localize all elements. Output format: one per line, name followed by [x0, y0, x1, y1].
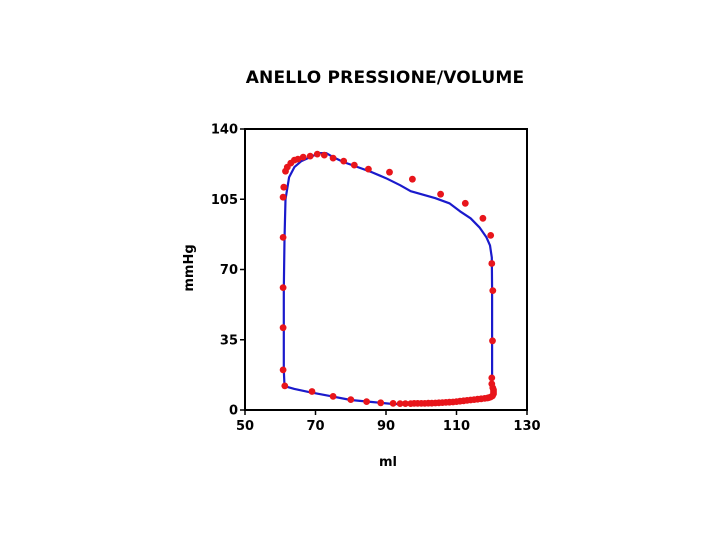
data-point: [281, 382, 289, 390]
series-group: [279, 150, 497, 407]
y-tick-label: 70: [220, 263, 238, 278]
x-tick-label: 90: [377, 419, 395, 434]
data-point: [320, 151, 328, 159]
x-tick-label: 110: [443, 419, 470, 434]
data-point: [279, 284, 287, 291]
data-point: [437, 190, 444, 198]
x-axis-title: ml: [379, 455, 397, 470]
data-point: [347, 396, 355, 403]
data-point: [350, 161, 358, 169]
data-point: [489, 287, 497, 294]
data-point: [461, 199, 469, 207]
data-point: [294, 155, 302, 163]
x-tick-label: 130: [513, 419, 540, 434]
data-point: [329, 154, 337, 162]
data-point: [396, 400, 404, 407]
data-point: [279, 193, 287, 201]
data-point: [279, 324, 287, 332]
data-point: [479, 214, 487, 222]
y-axis-ticks: 0 35 70 105 140: [211, 123, 245, 419]
y-axis-title: mmHg: [182, 244, 197, 291]
data-point: [377, 399, 385, 407]
data-point: [389, 400, 397, 407]
data-point: [329, 393, 337, 400]
data-point: [306, 152, 314, 160]
data-point: [340, 157, 348, 165]
data-point: [489, 337, 496, 345]
data-point: [365, 165, 372, 173]
data-point: [386, 168, 393, 176]
data-point: [280, 183, 288, 191]
data-point: [308, 388, 316, 395]
y-tick-label: 140: [211, 123, 238, 138]
pv-loop-curve: [282, 152, 494, 406]
data-point: [313, 150, 321, 158]
y-tick-label: 105: [211, 193, 238, 208]
data-point: [299, 153, 307, 161]
y-tick-label: 0: [229, 404, 238, 419]
y-tick-label: 35: [220, 333, 238, 348]
data-point: [488, 374, 496, 382]
data-point: [363, 398, 370, 405]
data-point: [487, 232, 495, 239]
x-tick-label: 50: [236, 419, 254, 434]
x-axis-ticks: 50 70 90 110 130: [236, 410, 541, 434]
data-point: [279, 234, 287, 241]
data-point: [402, 400, 409, 407]
x-tick-label: 70: [306, 419, 324, 434]
data-point: [409, 175, 416, 183]
chart-title: ANELLO PRESSIONE/VOLUME: [245, 68, 525, 88]
data-point: [488, 260, 496, 267]
data-point: [279, 366, 287, 374]
data-point: [407, 400, 415, 407]
